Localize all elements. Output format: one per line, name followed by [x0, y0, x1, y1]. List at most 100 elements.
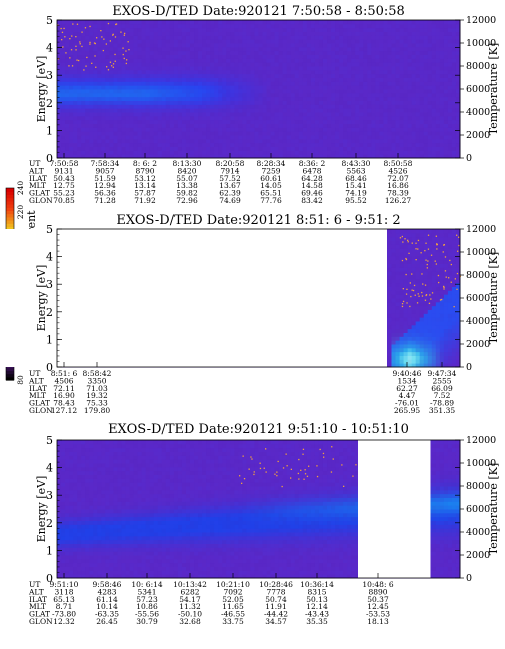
heatmap-cell: [355, 150, 360, 155]
heatmap-cell: [125, 27, 131, 32]
heatmap-cell: [407, 142, 413, 147]
heatmap-cell: [198, 92, 203, 98]
heatmap-cell: [447, 96, 453, 101]
heatmap-cell: [322, 69, 328, 75]
heatmap-cell: [351, 146, 356, 151]
heatmap-cell: [379, 81, 384, 86]
heatmap-cell: [355, 46, 360, 52]
heatmap-cell: [327, 138, 332, 144]
heatmap-cell: [254, 119, 259, 124]
heatmap-cell: [395, 77, 401, 82]
heatmap-cell: [375, 46, 380, 52]
heatmap-cell: [322, 115, 328, 121]
heatmap-cell: [133, 23, 139, 29]
heatmap-cell: [153, 135, 159, 140]
heatmap-cell: [185, 119, 191, 124]
heatmap-cell: [173, 150, 179, 155]
heatmap-cell: [339, 112, 344, 117]
heatmap-cell: [278, 31, 284, 36]
heatmap-cell: [89, 66, 94, 71]
heatmap-cell: [455, 119, 461, 124]
heatmap-cell: [399, 135, 405, 140]
heatmap-cell: [65, 146, 70, 151]
heatmap-cell: [165, 150, 171, 155]
heatmap-cell: [149, 146, 155, 151]
noise-speck: [60, 27, 62, 30]
heatmap-cell: [274, 115, 280, 121]
heatmap-cell: [169, 154, 175, 159]
heatmap-cell: [351, 69, 356, 75]
heatmap-cell: [157, 62, 163, 67]
heatmap-cell: [419, 131, 425, 136]
heatmap-cell: [93, 115, 98, 121]
heatmap-cell: [85, 150, 90, 155]
heatmap-cell: [206, 35, 211, 40]
heatmap-cell: [403, 135, 409, 140]
heatmap-cell: [387, 73, 392, 78]
heatmap-cell: [327, 62, 332, 67]
heatmap-cell: [310, 119, 316, 124]
heatmap-cell: [266, 131, 272, 136]
heatmap-cell: [435, 115, 441, 121]
heatmap-cell: [359, 81, 364, 86]
heatmap-cell: [379, 23, 384, 29]
heatmap-cell: [431, 123, 437, 128]
heatmap-cell: [194, 66, 199, 71]
heatmap-cell: [254, 39, 259, 44]
heatmap-cell: [347, 146, 352, 151]
heatmap-cell: [298, 112, 304, 117]
heatmap-cell: [185, 31, 191, 36]
heatmap-cell: [331, 54, 336, 59]
heatmap-cell: [113, 58, 118, 63]
heatmap-cell: [363, 69, 368, 75]
noise-speck: [105, 43, 107, 45]
heatmap-cell: [367, 31, 372, 36]
heatmap-cell: [181, 73, 187, 78]
heatmap-cell: [117, 77, 122, 82]
heatmap-cell: [246, 108, 251, 113]
heatmap-cell: [121, 104, 127, 109]
heatmap-cell: [407, 150, 413, 155]
heatmap-cell: [206, 58, 211, 63]
heatmap-cell: [109, 62, 114, 67]
heatmap-cell: [411, 142, 417, 147]
orbit-table-cell: 72.07: [387, 174, 409, 183]
heatmap-cell: [73, 85, 78, 90]
heatmap-cell: [206, 142, 211, 147]
heatmap-cell: [270, 135, 276, 140]
heatmap-cell: [185, 108, 191, 113]
heatmap-cell: [379, 146, 384, 151]
heatmap-cell: [129, 92, 135, 98]
heatmap-cell: [81, 69, 86, 75]
heatmap-cell: [371, 20, 376, 25]
heatmap-cell: [314, 66, 320, 71]
heatmap-cell: [238, 85, 243, 90]
heatmap-cell: [77, 23, 82, 29]
heatmap-cell: [125, 89, 131, 94]
heatmap-cell: [226, 127, 231, 132]
heatmap-cell: [395, 66, 401, 71]
heatmap-cell: [331, 27, 336, 32]
noise-speck: [62, 46, 64, 48]
heatmap-cell: [69, 27, 74, 32]
heatmap-cell: [355, 142, 360, 147]
heatmap-cell: [109, 54, 114, 59]
heatmap-cell: [290, 115, 296, 121]
heatmap-cell: [347, 123, 352, 128]
heatmap-cell: [294, 150, 300, 155]
heatmap-cell: [141, 127, 147, 132]
heatmap-cell: [318, 23, 324, 29]
heatmap-cell: [129, 81, 135, 86]
heatmap-cell: [302, 46, 308, 52]
heatmap-cell: [101, 66, 106, 71]
heatmap-cell: [153, 69, 159, 75]
heatmap-cell: [194, 23, 199, 29]
heatmap-cell: [169, 150, 175, 155]
heatmap-cell: [157, 119, 163, 124]
heatmap-cell: [73, 73, 78, 78]
heatmap-cell: [387, 104, 392, 109]
heatmap-cell: [93, 73, 98, 78]
heatmap-cell: [447, 115, 453, 121]
heatmap-cell: [399, 31, 405, 36]
heatmap-cell: [294, 43, 300, 48]
